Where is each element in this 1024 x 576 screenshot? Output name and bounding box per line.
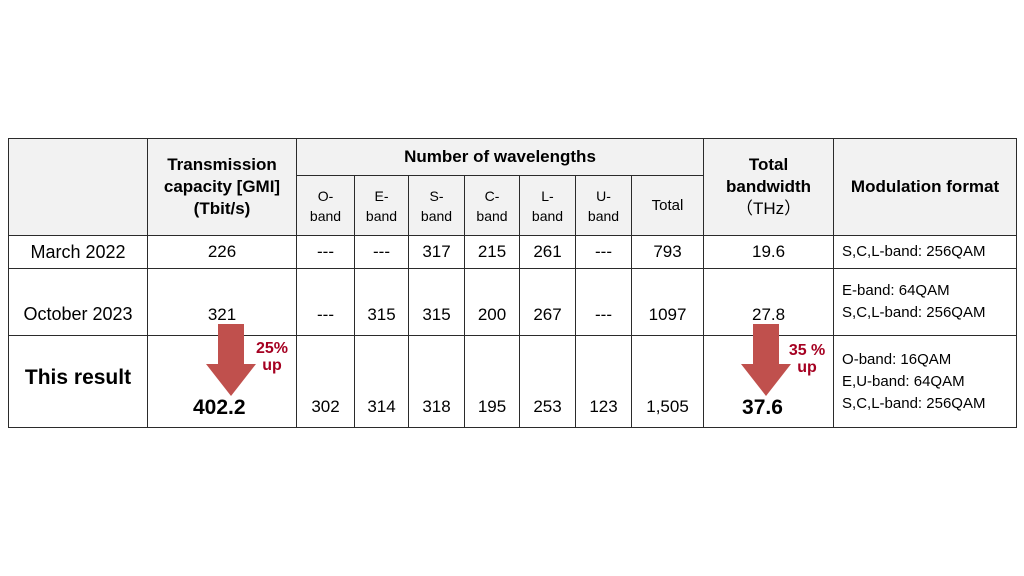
band-o-line2: band [309, 207, 342, 224]
modulation-line: O-band: 16QAM [842, 350, 952, 368]
modulation-line: E,U-band: 64QAM [842, 372, 965, 390]
capacity-increase-arrow-icon [206, 324, 256, 396]
band-s-line2: band [420, 207, 453, 224]
band-e-line2: band [365, 207, 398, 224]
header-band-u: U- band [575, 175, 632, 236]
capacity-increase-percent: 25% [255, 340, 289, 357]
modulation-cell: S,C,L-band: 256QAM [833, 235, 1018, 269]
header-capacity-line3: (Tbit/s) [193, 199, 251, 218]
header-modulation: Modulation format [833, 138, 1018, 236]
band-o-line1: O- [317, 187, 334, 204]
header-wavelengths: Number of wavelengths [295, 138, 705, 176]
header-corner [8, 138, 148, 236]
row-label: This result [8, 335, 148, 428]
bandwidth-cell: 19.6 [703, 235, 835, 269]
table-row: October 2023 321 --- 315 315 200 267 ---… [8, 268, 1018, 336]
modulation-line: E-band: 64QAM [842, 282, 950, 299]
band-c-line1: C- [484, 187, 500, 204]
bandwidth-increase-up: up [797, 359, 817, 376]
bandwidth-increase-percent: 35 % [788, 342, 826, 359]
modulation-line: S,C,L-band: 256QAM [842, 394, 986, 412]
header-capacity-line2: capacity [GMI] [163, 177, 281, 196]
total-cell: 1097 [630, 268, 705, 336]
band-s-cell: 318 [408, 335, 465, 428]
band-u-cell: --- [575, 235, 632, 269]
band-l-line1: L- [541, 187, 554, 204]
header-band-s: S- band [408, 175, 465, 236]
band-s-cell: 317 [408, 235, 465, 269]
header-bandwidth-line1: Total [748, 155, 789, 174]
band-e-line1: E- [374, 187, 389, 204]
capacity-value: 402.2 [193, 396, 246, 419]
band-c-cell: 215 [464, 235, 520, 269]
band-s-cell: 315 [408, 268, 465, 336]
band-e-cell: 315 [354, 268, 409, 336]
capacity-cell: 226 [147, 235, 297, 269]
bandwidth-increase-arrow-icon [741, 324, 792, 396]
results-table: Transmission capacity [GMI] (Tbit/s) Num… [8, 138, 1018, 428]
band-u-cell: 123 [575, 335, 632, 428]
band-e-cell: 314 [354, 335, 409, 428]
table-row: This result 25% up 402.2 302 314 318 195… [8, 324, 1018, 428]
header-bandwidth: Total bandwidth （THz） [703, 138, 835, 236]
band-e-cell: --- [354, 235, 409, 269]
header-band-l: L- band [519, 175, 576, 236]
modulation-cell: E-band: 64QAM S,C,L-band: 256QAM [833, 268, 1018, 336]
band-l-cell: 267 [519, 268, 576, 336]
bandwidth-cell: 35 % up 37.6 [703, 324, 835, 428]
modulation-line: S,C,L-band: 256QAM [842, 243, 986, 260]
header-band-o: O- band [296, 175, 355, 236]
band-l-cell: 253 [519, 335, 576, 428]
row-label: March 2022 [8, 235, 148, 269]
band-o-cell: --- [296, 268, 355, 336]
band-s-line1: S- [429, 187, 444, 204]
band-c-line2: band [476, 207, 508, 224]
header-band-e: E- band [354, 175, 409, 236]
bandwidth-increase-label: 35 % up [782, 342, 832, 376]
total-cell: 793 [630, 235, 705, 269]
row-label: October 2023 [8, 268, 148, 336]
header-bandwidth-line2: bandwidth [726, 177, 812, 196]
modulation-cell: O-band: 16QAM E,U-band: 64QAM S,C,L-band… [833, 335, 1018, 428]
table-row: March 2022 226 --- --- 317 215 261 --- 7… [8, 235, 1018, 269]
header-capacity-line1: Transmission [167, 155, 277, 174]
header-bandwidth-unit: （THz） [735, 199, 802, 218]
capacity-cell: 25% up 402.2 [147, 324, 297, 428]
band-u-line2: band [587, 207, 620, 224]
capacity-increase-up: up [262, 357, 282, 374]
band-o-cell: --- [296, 235, 355, 269]
total-cell: 1,505 [630, 335, 705, 428]
band-u-line1: U- [596, 187, 611, 204]
header-band-c: C- band [464, 175, 520, 236]
band-o-cell: 302 [296, 335, 355, 428]
header-total: Total [630, 175, 705, 236]
capacity-increase-label: 25% up [252, 340, 292, 374]
band-c-cell: 195 [464, 335, 520, 428]
modulation-line: S,C,L-band: 256QAM [842, 304, 986, 321]
band-l-line2: band [531, 207, 564, 224]
band-u-cell: --- [575, 268, 632, 336]
header-capacity: Transmission capacity [GMI] (Tbit/s) [147, 138, 297, 236]
band-l-cell: 261 [519, 235, 576, 269]
bandwidth-value: 37.6 [742, 396, 783, 419]
band-c-cell: 200 [464, 268, 520, 336]
